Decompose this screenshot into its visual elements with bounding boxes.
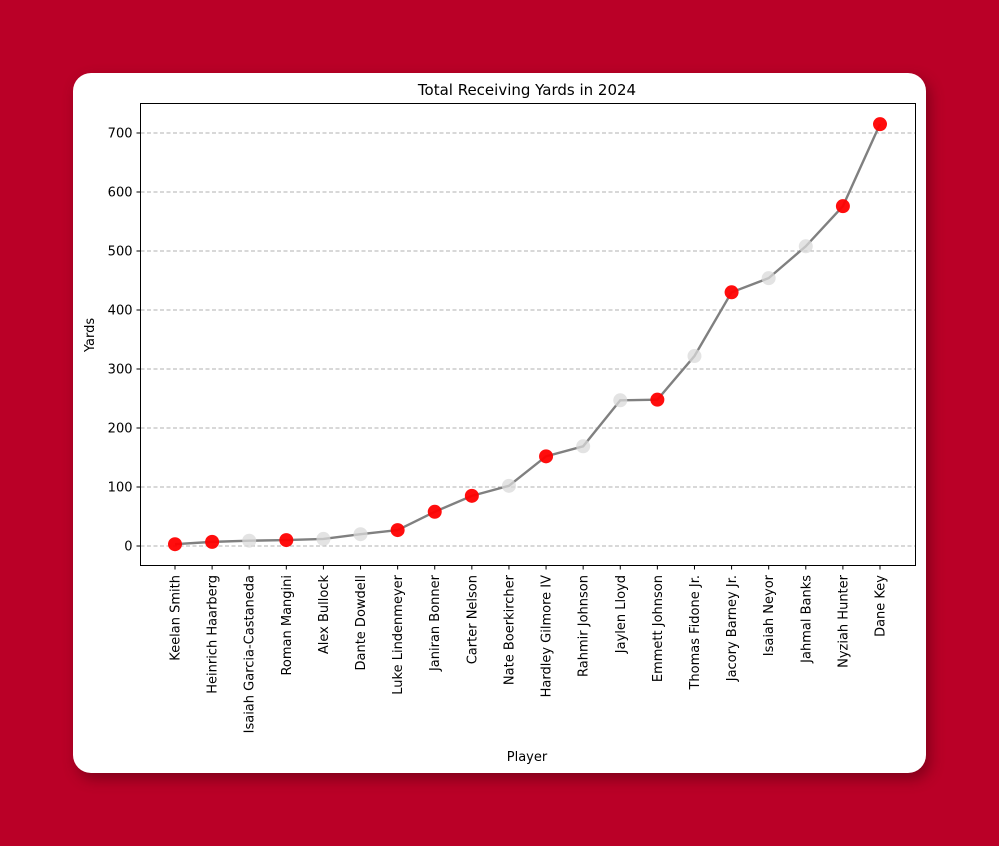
highlighted-point <box>873 117 887 132</box>
highlighted-point <box>464 488 479 503</box>
x-tick-label: Dane Key <box>874 575 889 637</box>
x-tick-label: Jaylen Lloyd <box>614 575 629 654</box>
series-line <box>174 123 882 546</box>
muted-point <box>687 349 702 364</box>
highlighted-point <box>427 504 442 519</box>
y-tick-label: 500 <box>108 245 133 260</box>
muted-point <box>353 527 368 542</box>
muted-point <box>316 531 331 546</box>
muted-point <box>613 393 628 408</box>
x-tick-label: Rahmir Johnson <box>577 575 592 677</box>
highlighted-point <box>390 523 405 538</box>
y-tick-label: 0 <box>124 540 132 555</box>
y-tick-label: 200 <box>108 422 133 437</box>
highlighted-point <box>279 533 294 548</box>
x-tick-label: Dante Dowdell <box>354 575 369 671</box>
y-tick-label: 100 <box>108 481 133 496</box>
x-tick-label: Jahmal Banks <box>799 575 814 664</box>
x-tick-label: Roman Mangini <box>280 575 295 676</box>
highlighted-point <box>724 285 739 300</box>
highlighted-point <box>650 392 665 407</box>
x-tick-label: Keelan Smith <box>169 575 184 661</box>
x-tick-label: Alex Bullock <box>317 575 332 655</box>
x-tick-label: Isaiah Neyor <box>762 574 777 656</box>
x-tick-label: Emmett Johnson <box>651 575 666 682</box>
x-tick-label: Thomas Fidone Jr. <box>688 575 703 691</box>
x-tick-label: Janiran Bonner <box>428 574 443 672</box>
highlighted-point <box>205 534 220 549</box>
y-tick-label: 300 <box>108 363 133 378</box>
highlighted-point <box>168 537 182 552</box>
x-tick-label: Hardley Gilmore IV <box>540 575 555 697</box>
x-tick-label: Carter Nelson <box>465 575 480 664</box>
y-tick-label: 400 <box>108 304 133 319</box>
muted-point <box>576 439 591 454</box>
chart-title: Total Receiving Yards in 2024 <box>417 81 636 99</box>
highlighted-point <box>539 449 554 464</box>
muted-point <box>798 239 813 254</box>
y-tick-label: 700 <box>108 127 133 142</box>
y-gridlines <box>140 132 916 547</box>
y-axis-label: Yards <box>83 318 98 353</box>
muted-point <box>242 533 257 548</box>
muted-point <box>761 271 776 286</box>
data-markers <box>168 117 887 552</box>
chart-card <box>73 73 926 773</box>
x-tick-label: Heinrich Haarberg <box>206 575 221 694</box>
x-axis: Keelan Smith Heinrich Haarberg Isaiah Garc… <box>169 565 889 733</box>
y-axis: 0 100 200 300 400 500 600 700 <box>108 127 141 555</box>
x-tick-label: Nate Boerkircher <box>502 574 517 685</box>
muted-point <box>501 478 516 493</box>
x-axis-label: Player <box>507 750 548 765</box>
highlighted-point <box>835 199 850 214</box>
x-tick-label: Jacory Barney Jr. <box>725 575 740 682</box>
x-tick-label: Isaiah Garcia-Castaneda <box>243 575 258 733</box>
plot-frame <box>140 103 916 566</box>
y-tick-label: 600 <box>108 186 133 201</box>
x-tick-label: Nyziah Hunter <box>836 574 851 668</box>
x-tick-label: Luke Lindenmeyer <box>391 574 406 694</box>
